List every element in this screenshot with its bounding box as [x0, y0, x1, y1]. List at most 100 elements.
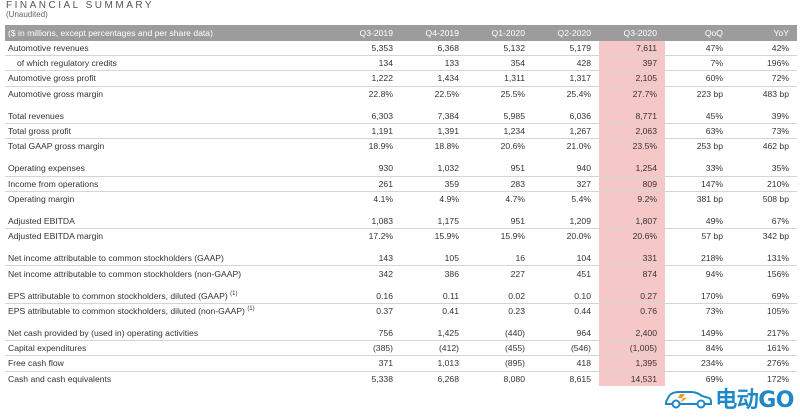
cell-value: 25.5% — [500, 88, 525, 99]
cell-value: 69% — [705, 373, 723, 384]
spacer-cell — [335, 281, 401, 289]
table-row: Capital expenditures (385) (412) (455) (546)… — [5, 340, 797, 357]
cell-value: 4.7% — [505, 193, 525, 204]
row-label-text: Capital expenditures — [8, 343, 87, 354]
row-label: Total GAAP gross margin — [5, 139, 335, 154]
table-row: Free cash flow 371 1,013 (895) 418 1,395 234% 2… — [5, 355, 797, 372]
row-label-text: Net income attributable to common stockh… — [8, 253, 224, 264]
cell-value: (895) — [467, 355, 533, 372]
cell-value: 7,384 — [401, 108, 467, 124]
spacer-cell — [533, 101, 599, 109]
spacer-cell — [731, 281, 797, 289]
financial-summary-table: ($ in millions, except percentages and p… — [5, 25, 797, 386]
row-label: Free cash flow — [5, 355, 335, 372]
header-q4-2019: Q4-2019 — [401, 25, 467, 41]
cell-value: 14,531 — [599, 371, 665, 386]
table-row: Total revenues 6,303 7,384 5,985 6,036 8,771 4… — [5, 108, 797, 124]
cell-value: 1,234 — [467, 123, 533, 140]
cell-value: 227 — [510, 268, 525, 279]
spacer-cell — [467, 153, 533, 161]
cell-value: 6,368 — [401, 41, 467, 57]
cell-value: 0.37 — [376, 305, 393, 316]
row-label-text: Automotive revenues — [8, 43, 89, 54]
cell-value: 143 — [335, 251, 401, 267]
cell-value: 8,080 — [503, 373, 525, 384]
row-label: Total gross profit — [5, 123, 335, 140]
row-label-text: Cash and cash equivalents — [8, 373, 112, 384]
spacer-cell — [5, 206, 335, 214]
cell-value: 20.0% — [566, 231, 591, 242]
spacer-cell — [665, 281, 731, 289]
spacer-cell — [599, 153, 665, 162]
cell-value: 8,771 — [599, 108, 665, 124]
header-q1-2020: Q1-2020 — [467, 25, 533, 41]
watermark-text: 电动GO — [715, 388, 794, 413]
footnote-marker: (1) — [230, 290, 238, 297]
cell-value: (385) — [335, 340, 401, 357]
spacer-cell — [533, 243, 599, 251]
cell-value: 327 — [533, 176, 599, 192]
cell-value: 940 — [533, 161, 599, 177]
cell-value: 16 — [467, 251, 533, 267]
cell-value: 756 — [335, 326, 401, 342]
cell-value: 18.9% — [368, 141, 393, 152]
cell-value: 22.8% — [368, 88, 393, 99]
cell-value: 261 — [335, 176, 401, 192]
spacer-cell — [599, 100, 665, 109]
spacer-cell — [401, 318, 467, 326]
cell-value: 359 — [401, 176, 467, 192]
header-q2-2020: Q2-2020 — [533, 25, 599, 41]
spacer-cell — [5, 243, 335, 251]
row-label-text: Operating margin — [8, 193, 75, 204]
table-row: of which regulatory credits 134 133 354 428 3… — [5, 55, 797, 72]
spacer-cell — [5, 318, 335, 326]
cell-value: 172% — [767, 373, 789, 384]
group-spacer — [5, 318, 797, 326]
row-label-text: EPS attributable to common stockholders,… — [8, 305, 245, 316]
cell-value: 0.23 — [508, 305, 525, 316]
cell-value: 5,132 — [467, 41, 533, 57]
cell-value: 7% — [665, 55, 731, 72]
spacer-cell — [467, 243, 533, 251]
cell-value: 5,338 — [371, 373, 393, 384]
cell-value: 0.27 — [599, 288, 665, 304]
cell-value: 1,434 — [401, 70, 467, 87]
spacer-cell — [665, 206, 731, 214]
cell-value: 508 bp — [762, 193, 789, 204]
cell-value: 1,311 — [467, 70, 533, 87]
row-label-text: Total gross profit — [8, 126, 72, 137]
cell-value: 5,353 — [335, 41, 401, 57]
cell-value: (412) — [401, 340, 467, 357]
cell-value: 84% — [665, 340, 731, 357]
cell-value: 73% — [705, 305, 723, 316]
cell-value: 418 — [533, 355, 599, 372]
row-label: Adjusted EBITDA — [5, 213, 335, 230]
row-label-text: Free cash flow — [8, 358, 64, 369]
cell-value: 428 — [533, 55, 599, 72]
cell-value: 4.9% — [439, 193, 459, 204]
cell-value: 2,105 — [599, 70, 665, 87]
cell-value: 133 — [401, 55, 467, 72]
cell-value: 386 — [444, 268, 459, 279]
cell-value: 354 — [467, 55, 533, 72]
report-title: FINANCIAL SUMMARY — [6, 0, 155, 11]
cell-value: 33% — [665, 161, 731, 177]
row-label-text: Income from operations — [8, 178, 99, 189]
cell-value: 39% — [731, 108, 797, 124]
spacer-cell — [401, 153, 467, 161]
spacer-cell — [599, 205, 665, 214]
cell-value: 342 — [378, 268, 393, 279]
cell-value: 15.9% — [434, 231, 459, 242]
cell-value: 94% — [705, 268, 723, 279]
row-label-text: Net income attributable to common stockh… — [8, 268, 242, 279]
cell-value: 17.2% — [368, 231, 393, 242]
cell-value: 49% — [665, 213, 731, 230]
cell-value: 20.6% — [500, 141, 525, 152]
table-row: Cash and cash equivalents 5,338 6,268 8,080… — [5, 371, 797, 386]
row-label: Automotive gross profit — [5, 70, 335, 87]
row-label-text: Total GAAP gross margin — [8, 141, 105, 152]
spacer-cell — [401, 243, 467, 251]
spacer-cell — [665, 101, 731, 109]
cell-value: 147% — [665, 176, 731, 192]
watermark-logo: 电动GO — [663, 385, 794, 413]
